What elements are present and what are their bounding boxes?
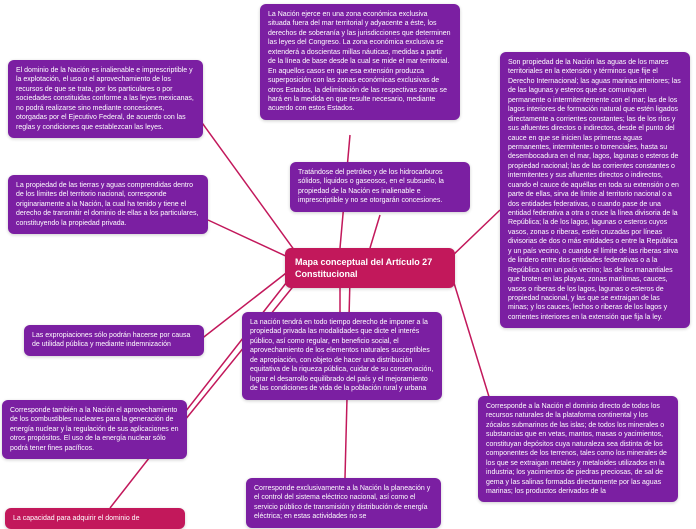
concept-node[interactable]: La Nación ejerce en una zona económica e… — [260, 4, 460, 120]
concept-node[interactable]: El dominio de la Nación es inalienable e… — [8, 60, 203, 138]
concept-node[interactable]: Corresponde también a la Nación el aprov… — [2, 400, 187, 459]
concept-node[interactable]: La nación tendrá en todo tiempo derecho … — [242, 312, 442, 400]
concept-node[interactable]: Son propiedad de la Nación las aguas de … — [500, 52, 690, 328]
concept-node[interactable]: La capacidad para adquirir el dominio de — [5, 508, 185, 529]
concept-node[interactable]: Tratándose del petróleo y de los hidroca… — [290, 162, 470, 212]
center-node[interactable]: Mapa conceptual del Artículo 27 Constitu… — [285, 248, 455, 288]
concept-node[interactable]: Las expropiaciones sólo podrán hacerse p… — [24, 325, 204, 356]
concept-node[interactable]: Corresponde a la Nación el dominio direc… — [478, 396, 678, 502]
concept-node[interactable]: Corresponde exclusivamente a la Nación l… — [246, 478, 441, 528]
concept-node[interactable]: La propiedad de las tierras y aguas comp… — [8, 175, 208, 234]
